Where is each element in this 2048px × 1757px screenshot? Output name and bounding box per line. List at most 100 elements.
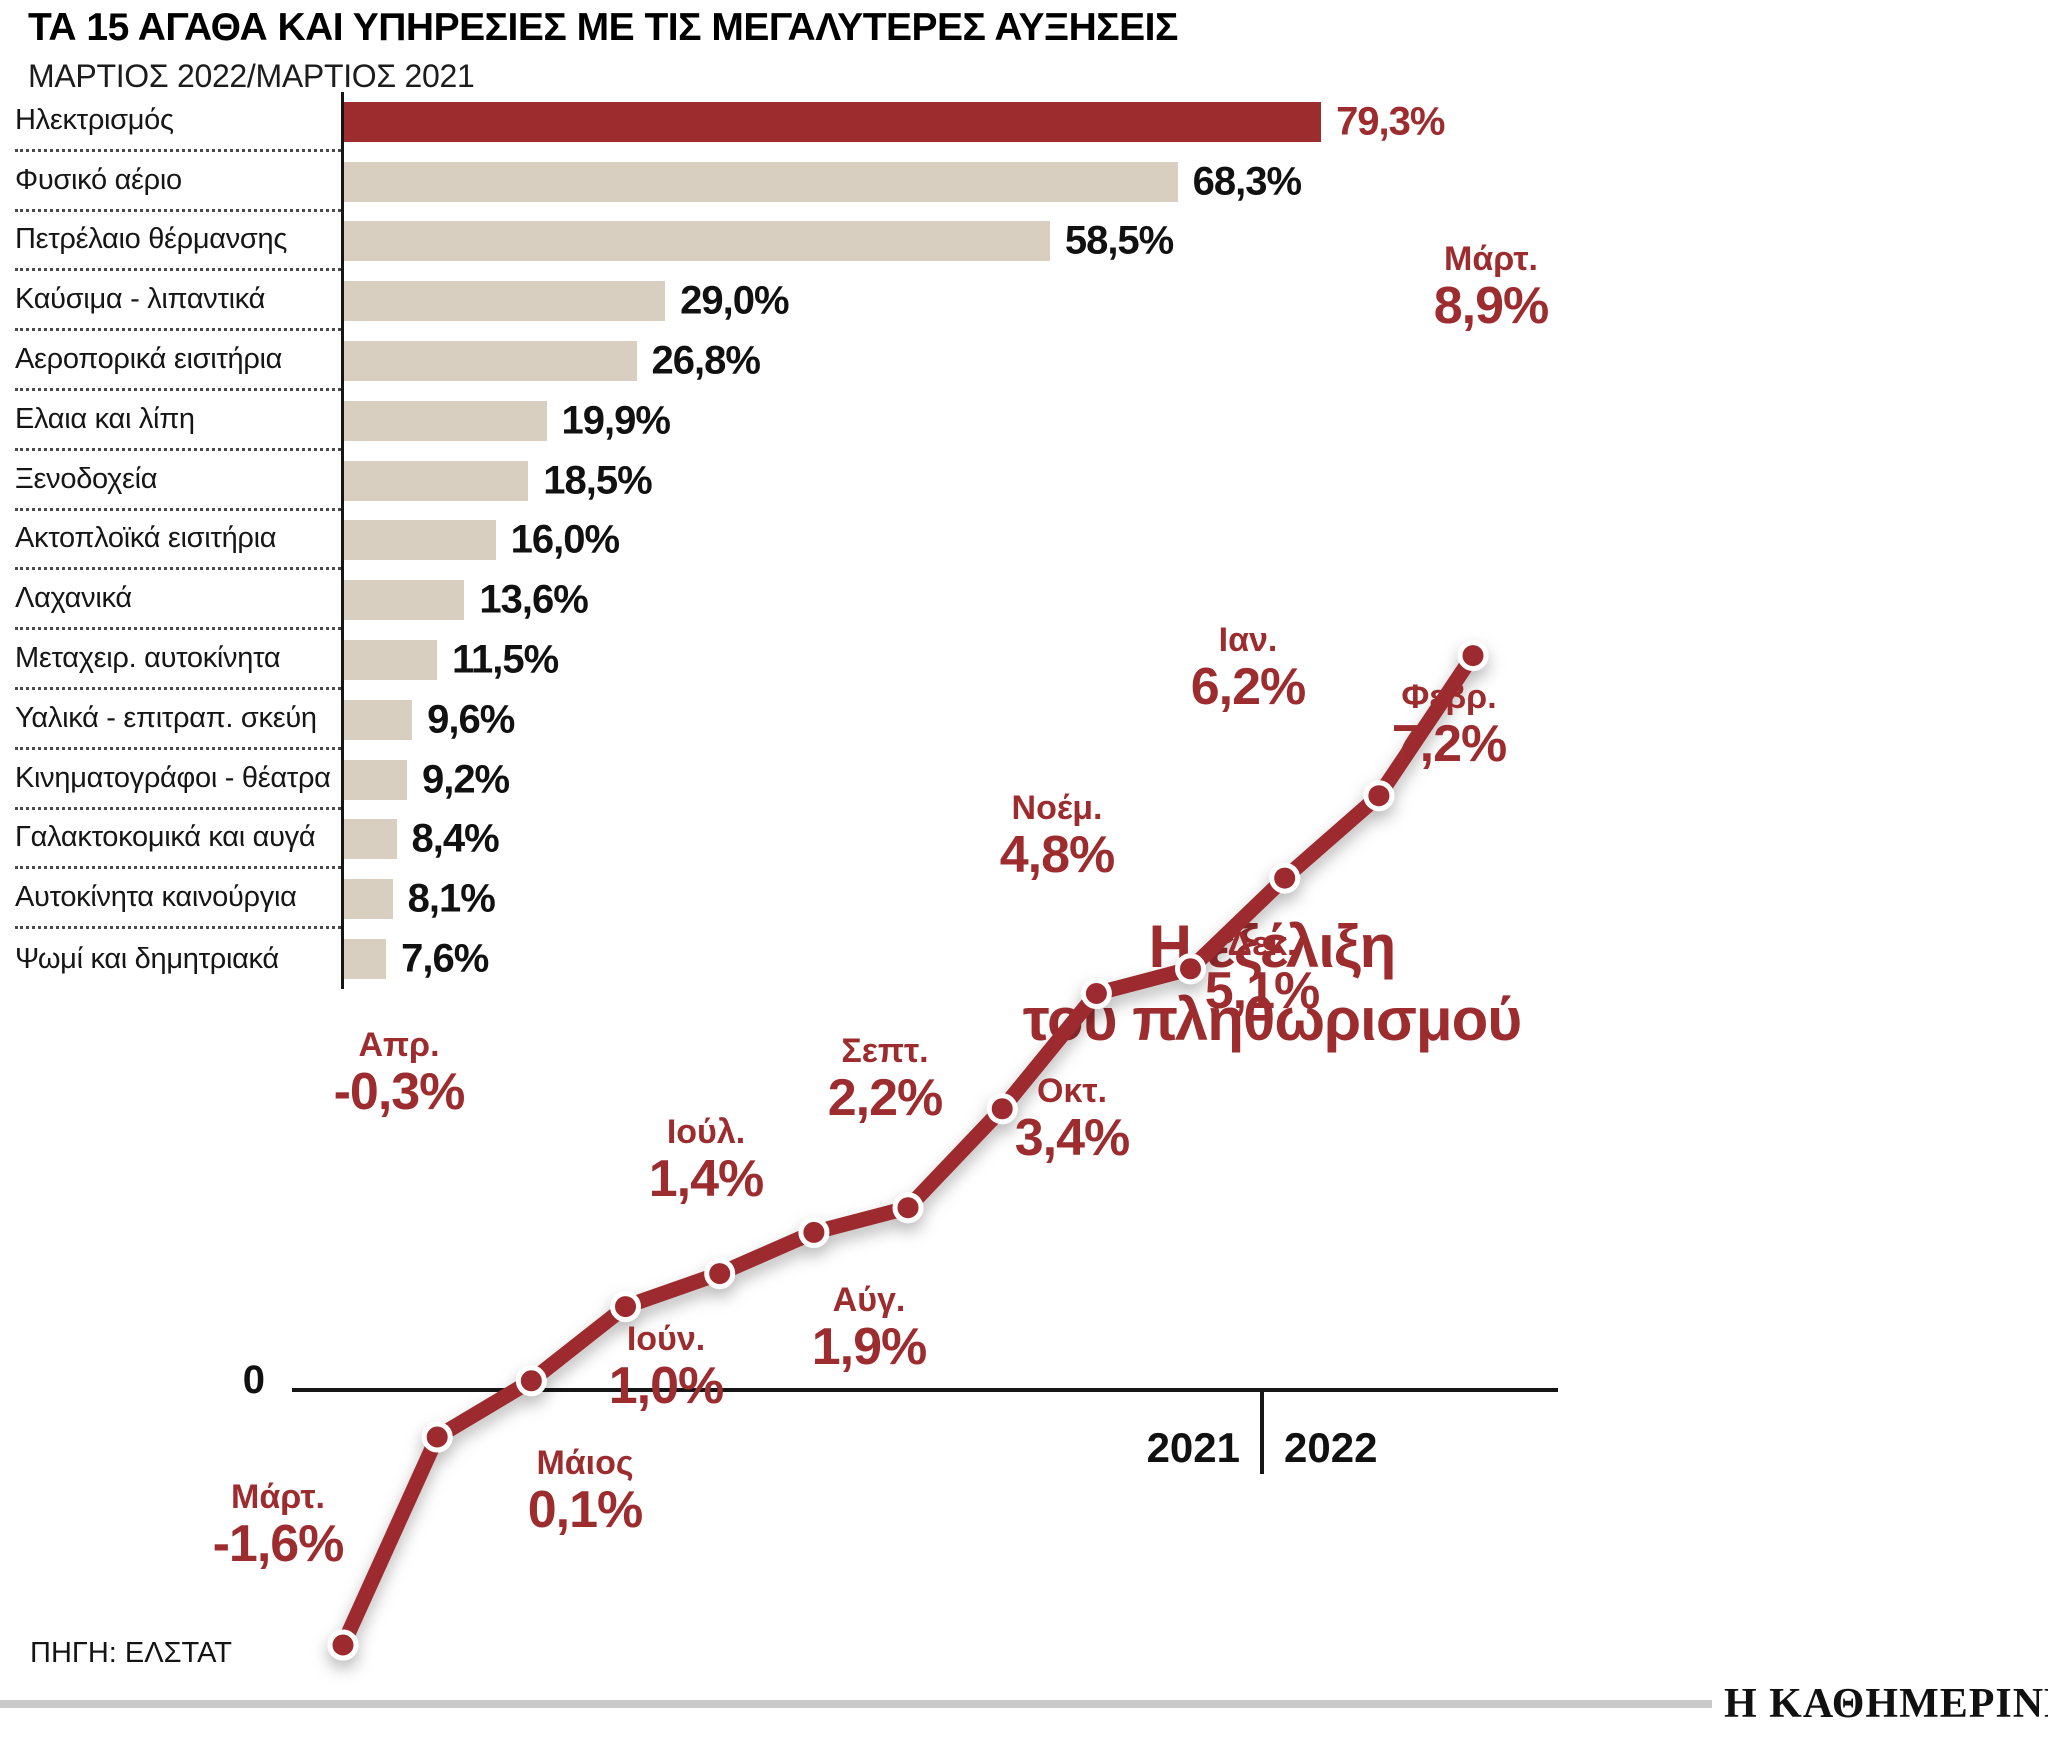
point-label-4: Ιούλ. 1,4% [648, 1112, 765, 1208]
point-label-6: Σεπτ. 2,2% [827, 1031, 944, 1127]
point-label-2: Μάιος 0,1% [527, 1443, 644, 1539]
line-chart-title-line2: του πληθωρισμού [1022, 986, 1522, 1054]
bar-row-0: Ηλεκτρισμός 79,3% [15, 92, 2005, 152]
data-point-1 [421, 1421, 453, 1453]
year-divider-line [1260, 1388, 1264, 1474]
bar-value-label: 19,9% [561, 398, 670, 443]
bar-category-label: Ηλεκτρισμός [15, 92, 341, 152]
bar-value-label: 16,0% [510, 517, 620, 562]
bar-category-label: Φυσικό αέριο [15, 152, 341, 212]
bar-value-label: 9,6% [427, 697, 515, 742]
bar-track: 16,0% [344, 511, 2005, 571]
bar-row-6: Ξενοδοχεία 18,5% [15, 451, 2005, 511]
bar-13 [344, 879, 393, 920]
bar-track: 9,2% [344, 750, 2005, 810]
page-subtitle: ΜΑΡΤΙΟΣ 2022/ΜΑΡΤΙΟΣ 2021 [28, 58, 475, 94]
bar-row-3: Καύσιμα - λιπαντικά 29,0% [15, 271, 2005, 332]
bar-axis-line [341, 92, 344, 989]
point-value-label: -1,6% [212, 1515, 345, 1573]
bar-1 [344, 161, 1178, 202]
bar-12 [344, 819, 397, 860]
point-month-label: Αύγ. [832, 1281, 906, 1319]
bar-row-4: Αεροπορικά εισιτήρια 26,8% [15, 331, 2005, 391]
bar-track: 8,4% [344, 810, 2005, 870]
bar-5 [344, 400, 547, 441]
point-month-label: Οκτ. [1036, 1072, 1108, 1110]
point-month-label: Ιούλ. [666, 1113, 746, 1151]
bar-9 [344, 640, 437, 681]
bar-value-label: 68,3% [1192, 159, 1302, 204]
data-point-3 [610, 1291, 641, 1323]
bar-category-label: Αεροπορικά εισιτήρια [15, 331, 341, 391]
bar-track: 58,5% [344, 212, 2005, 272]
point-month-label: Μάρτ. [231, 1478, 325, 1516]
bar-track: 11,5% [344, 630, 2005, 690]
point-value-label: 0,1% [527, 1481, 644, 1539]
bar-track: 79,3% [344, 92, 2005, 152]
bar-8 [344, 580, 465, 621]
point-label-7: Οκτ. 3,4% [1014, 1071, 1131, 1167]
bar-row-8: Λαχανικά 13,6% [15, 570, 2005, 631]
bar-row-14: Ψωμί και δημητριακά 7,6% [15, 929, 2005, 989]
point-month-label: Απρ. [358, 1026, 440, 1064]
data-point-5 [798, 1216, 830, 1248]
bar-value-label: 11,5% [451, 637, 559, 682]
bar-value-label: 18,5% [543, 458, 652, 503]
line-chart-title-line1: Η εξέλιξη [1148, 913, 1397, 980]
source-label: ΠΗΓΗ: ΕΛΣΤΑΤ [30, 1637, 233, 1669]
data-point-6 [892, 1192, 924, 1224]
bar-value-label: 26,8% [651, 338, 760, 383]
zero-axis-label: 0 [242, 1358, 265, 1402]
point-month-label: Μάιος [536, 1444, 634, 1482]
bar-category-label: Ακτοπλοϊκά εισιτήρια [15, 511, 341, 571]
bar-track: 26,8% [344, 331, 2005, 391]
bar-3 [344, 281, 666, 322]
point-value-label: 3,4% [1014, 1109, 1131, 1167]
bar-track: 68,3% [344, 152, 2005, 212]
point-value-label: 2,2% [827, 1069, 944, 1127]
bar-value-label: 13,6% [479, 577, 588, 622]
bar-category-label: Ξενοδοχεία [15, 451, 341, 511]
bar-row-9: Μεταχειρ. αυτοκίνητα 11,5% [15, 630, 2005, 690]
bar-category-label: Κινηματογράφοι - θέατρα [15, 750, 341, 810]
bar-value-label: 7,6% [401, 936, 489, 981]
bar-4 [344, 341, 637, 382]
point-label-1: Απρ. -0,3% [333, 1025, 466, 1121]
data-point-4 [704, 1258, 736, 1290]
bar-category-label: Υαλικά - επιτραπ. σκεύη [15, 690, 341, 750]
bar-row-5: Ελαια και λίπη 19,9% [15, 391, 2005, 451]
bar-2 [344, 221, 1050, 262]
bar-10 [344, 699, 413, 740]
bar-track: 29,0% [344, 271, 2005, 331]
bar-category-label: Ελαια και λίπη [15, 391, 341, 451]
bar-category-label: Πετρέλαιο θέρμανσης [15, 212, 341, 272]
bar-row-7: Ακτοπλοϊκά εισιτήρια 16,0% [15, 511, 2005, 571]
bar-row-13: Αυτοκίνητα καινούργια 8,1% [15, 869, 2005, 930]
bar-value-label: 79,3% [1336, 99, 1445, 144]
bar-0 [344, 101, 1322, 142]
bar-category-label: Λαχανικά [15, 570, 341, 631]
point-label-0: Μάρτ. -1,6% [212, 1477, 345, 1573]
bar-category-label: Ψωμί και δημητριακά [15, 942, 279, 975]
bar-value-label: 8,4% [411, 816, 500, 861]
bar-chart: Ηλεκτρισμός 79,3% Φυσικό αέριο 68,3% Πετρέλα… [15, 92, 2005, 989]
bar-row-12: Γαλακτοκομικά και αυγά 8,4% [15, 810, 2005, 870]
brand-logo: Η ΚΑΘΗΜΕΡΙΝΗ [1724, 1681, 2048, 1727]
year-label-2021: 2021 [1146, 1424, 1240, 1471]
point-value-label: 1,4% [648, 1150, 765, 1208]
point-value-label: -0,3% [333, 1063, 466, 1121]
bar-11 [344, 759, 407, 800]
point-value-label: 1,0% [608, 1357, 725, 1415]
bar-value-label: 8,1% [407, 876, 496, 921]
bar-category-label: Καύσιμα - λιπαντικά [15, 271, 341, 332]
point-month-label: Σεπτ. [841, 1032, 929, 1070]
bar-category-label: Γαλακτοκομικά και αυγά [15, 810, 341, 870]
bar-category-label: Μεταχειρ. αυτοκίνητα [15, 630, 341, 690]
bar-7 [344, 520, 496, 561]
bar-row-10: Υαλικά - επιτραπ. σκεύη 9,6% [15, 690, 2005, 750]
bar-category-label: Αυτοκίνητα καινούργια [15, 869, 341, 930]
point-value-label: 1,9% [811, 1318, 928, 1376]
page-title: ΤΑ 15 ΑΓΑΘΑ ΚΑΙ ΥΠΗΡΕΣΙΕΣ ΜΕ ΤΙΣ ΜΕΓΑΛΥΤ… [28, 6, 1178, 49]
year-label-2022: 2022 [1284, 1424, 1378, 1471]
